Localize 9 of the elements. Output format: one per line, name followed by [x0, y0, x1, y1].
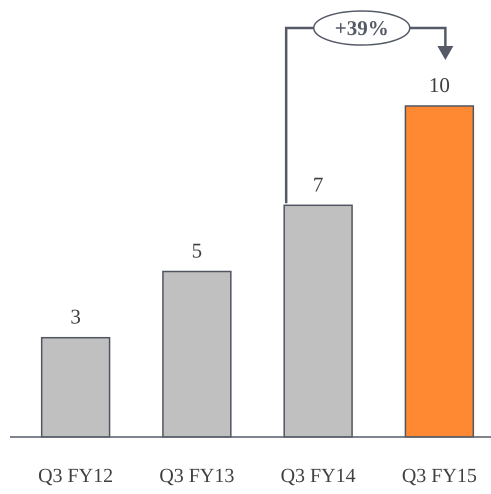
text: +39% [334, 16, 389, 40]
x-tick-label: Q3 FY13 [159, 465, 234, 487]
data-label: 5 [192, 238, 202, 262]
x-tick-label: Q3 FY14 [280, 465, 356, 487]
x-tick-label: Q3 FY15 [402, 465, 477, 487]
data-label: 7 [312, 172, 324, 196]
data-label: 10 [428, 73, 450, 97]
data-label: 3 [70, 304, 81, 329]
x-tick-label: Q3 FY12 [38, 465, 114, 487]
